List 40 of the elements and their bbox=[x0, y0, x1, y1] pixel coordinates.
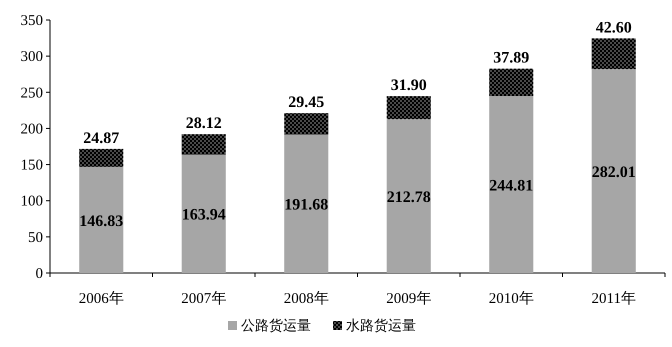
data-label: 29.45 bbox=[288, 94, 324, 112]
bar bbox=[79, 148, 124, 167]
legend-label: 公路货运量 bbox=[241, 318, 311, 334]
legend-label: 水路货运量 bbox=[346, 318, 416, 334]
x-tick-label: 2007年 bbox=[181, 290, 226, 307]
bar bbox=[284, 134, 328, 273]
x-tick-label: 2009年 bbox=[386, 290, 432, 307]
data-label: 146.83 bbox=[79, 212, 124, 230]
y-tick-label: 100 bbox=[20, 194, 43, 210]
bar bbox=[79, 166, 124, 273]
data-label: 244.81 bbox=[489, 178, 534, 195]
x-tick-label: 2006年 bbox=[78, 290, 124, 307]
bar bbox=[386, 96, 431, 120]
bar bbox=[386, 119, 431, 273]
bar bbox=[592, 69, 636, 273]
y-tick-label: 50 bbox=[28, 230, 43, 246]
data-label: 163.94 bbox=[182, 206, 226, 224]
y-tick-label: 0 bbox=[36, 266, 43, 282]
x-tick-label: 2011年 bbox=[592, 290, 636, 307]
y-tick-label: 200 bbox=[20, 121, 43, 138]
y-tick-label: 150 bbox=[20, 158, 43, 174]
y-tick-label: 350 bbox=[20, 13, 43, 29]
bar bbox=[592, 38, 636, 70]
data-label: 37.89 bbox=[493, 50, 530, 67]
x-tick-label: 2010年 bbox=[488, 290, 534, 307]
bar bbox=[284, 113, 328, 134]
x-tick-label: 2008年 bbox=[284, 290, 329, 307]
y-tick-label: 250 bbox=[20, 85, 43, 102]
y-tick-label: 300 bbox=[20, 49, 43, 66]
data-label: 42.60 bbox=[596, 19, 632, 36]
bar bbox=[489, 68, 534, 96]
bar bbox=[182, 134, 226, 154]
bar bbox=[182, 154, 226, 273]
data-label: 191.68 bbox=[284, 196, 328, 214]
data-label: 24.87 bbox=[83, 130, 120, 147]
data-label: 28.12 bbox=[186, 115, 222, 132]
data-label: 31.90 bbox=[390, 77, 427, 94]
bar bbox=[489, 96, 534, 273]
data-label: 212.78 bbox=[386, 189, 431, 206]
data-label: 282.01 bbox=[592, 164, 636, 182]
